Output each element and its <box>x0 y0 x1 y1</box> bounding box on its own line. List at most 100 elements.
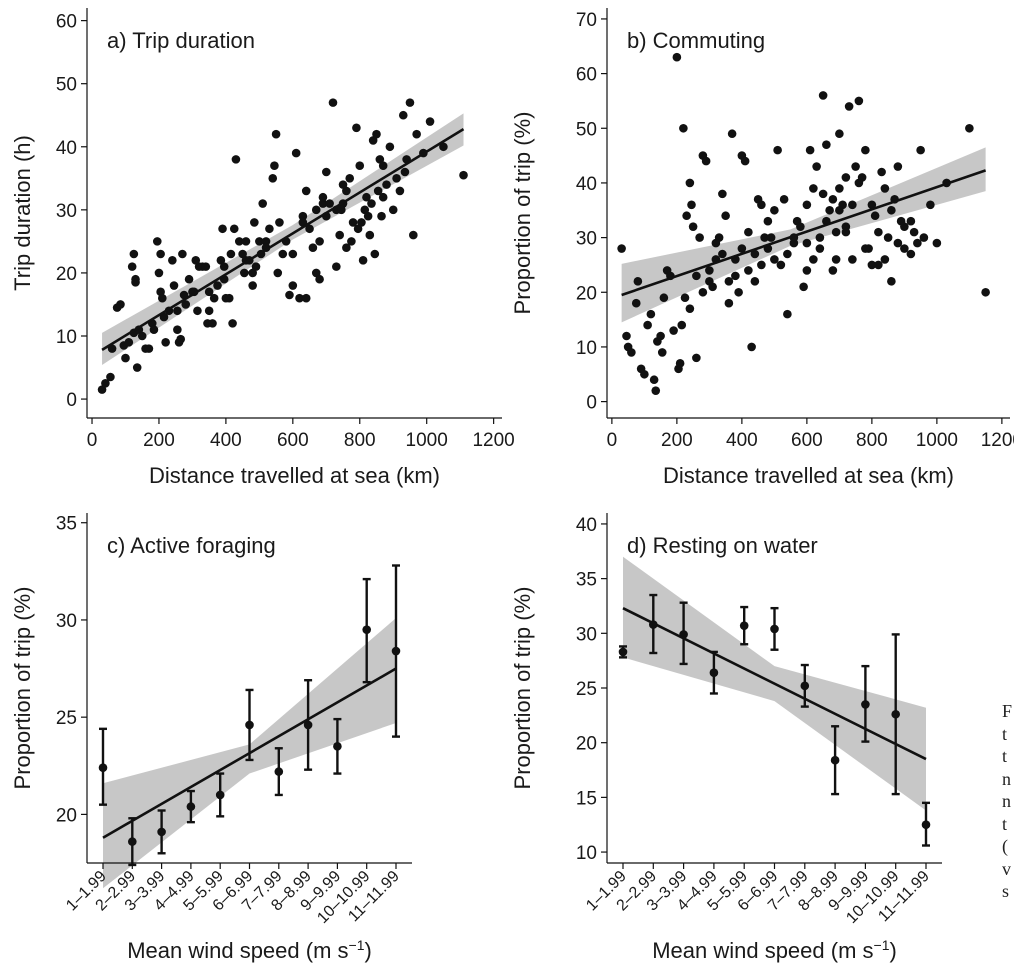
data-point <box>352 123 361 133</box>
data-point <box>643 320 652 330</box>
caption-letter: t <box>1002 746 1008 766</box>
data-point <box>802 238 812 248</box>
data-point <box>425 117 435 126</box>
data-point <box>919 233 929 242</box>
data-point <box>169 281 179 290</box>
data-point <box>770 205 779 215</box>
data-point <box>783 309 792 319</box>
data-point <box>617 244 626 253</box>
mean-point <box>739 621 749 630</box>
data-point <box>270 161 279 170</box>
data-point <box>311 268 321 278</box>
data-point <box>144 344 154 353</box>
x-tick-label: 200 <box>143 430 175 451</box>
data-point <box>770 255 779 264</box>
data-point <box>766 233 776 242</box>
x-tick-label: 600 <box>277 430 309 451</box>
y-tick-label: 10 <box>576 338 597 359</box>
data-point <box>822 140 831 149</box>
y-tick-label: 10 <box>56 327 77 348</box>
y-tick-label: 20 <box>56 805 77 826</box>
data-point <box>779 195 789 204</box>
data-point <box>805 145 815 155</box>
data-point <box>405 98 415 107</box>
data-point <box>218 224 227 234</box>
data-point <box>893 238 903 248</box>
data-point <box>156 249 165 259</box>
data-point <box>672 52 682 62</box>
data-point <box>883 233 893 242</box>
data-point <box>348 218 358 227</box>
data-point <box>680 293 690 303</box>
data-point <box>301 186 311 196</box>
data-point <box>750 249 760 259</box>
data-point <box>705 266 714 275</box>
data-point <box>900 244 909 253</box>
mean-point <box>800 681 810 691</box>
x-tick-label: 800 <box>856 430 888 451</box>
data-point <box>757 200 766 210</box>
data-point <box>208 319 217 328</box>
x-axis-title: Mean wind speed (m s−1) <box>127 937 372 963</box>
caption-letter: n <box>1002 791 1011 811</box>
data-point <box>744 266 753 275</box>
y-tick-label: 25 <box>576 679 597 700</box>
y-axis-title: Proportion of trip (%) <box>10 587 35 790</box>
data-point <box>216 256 226 265</box>
caption-letter: s <box>1002 881 1010 901</box>
y-axis-title: Proportion of trip (%) <box>510 112 535 315</box>
x-axis-title: Distance travelled at sea (km) <box>149 463 440 488</box>
data-point <box>368 136 378 145</box>
y-tick-label: 40 <box>576 174 597 195</box>
data-point <box>760 233 769 242</box>
data-point <box>757 260 766 270</box>
mean-point <box>770 624 779 634</box>
caption-letter: n <box>1002 768 1011 789</box>
mean-point <box>333 742 342 751</box>
x-tick-label: 1000 <box>916 430 958 451</box>
data-point <box>737 244 747 253</box>
data-point <box>395 186 405 196</box>
data-point <box>345 174 355 183</box>
data-point <box>867 260 877 270</box>
data-point <box>675 359 685 368</box>
data-point <box>439 142 448 152</box>
data-point <box>887 205 896 215</box>
data-point <box>255 237 264 246</box>
data-point <box>818 189 828 199</box>
data-point <box>127 262 137 271</box>
data-point <box>238 249 247 259</box>
panel-title: d) Resting on water <box>627 533 818 558</box>
data-point <box>367 199 376 208</box>
y-tick-label: 40 <box>576 515 597 536</box>
data-point <box>131 274 140 284</box>
y-axis-title: Proportion of trip (%) <box>510 587 535 790</box>
data-point <box>828 195 838 204</box>
y-tick-label: 40 <box>56 138 77 159</box>
data-point <box>204 287 214 297</box>
x-axis-title-superscript: −1 <box>349 937 365 953</box>
data-point <box>338 180 348 189</box>
caption-letter: t <box>1002 813 1008 834</box>
data-point <box>724 298 734 308</box>
data-point <box>132 363 142 372</box>
mean-point <box>98 763 108 773</box>
data-point <box>867 200 877 210</box>
x-axis-title-superscript: −1 <box>874 937 890 953</box>
x-axis-title-text: Mean wind speed (m s <box>127 938 348 963</box>
data-point <box>412 129 421 139</box>
data-point <box>646 309 656 319</box>
x-axis-title: Distance travelled at sea (km) <box>663 463 954 488</box>
panel-title: b) Commuting <box>627 28 765 53</box>
mean-point <box>709 668 719 677</box>
mean-point <box>891 709 900 719</box>
data-point <box>916 145 925 155</box>
data-point <box>234 237 244 246</box>
data-point <box>796 222 805 231</box>
data-point <box>388 205 398 215</box>
data-point <box>651 386 661 395</box>
data-point <box>848 200 857 210</box>
panel-resting-on-water: 101520253035401–1.992–2.993–3.994–4.995–… <box>510 513 942 963</box>
